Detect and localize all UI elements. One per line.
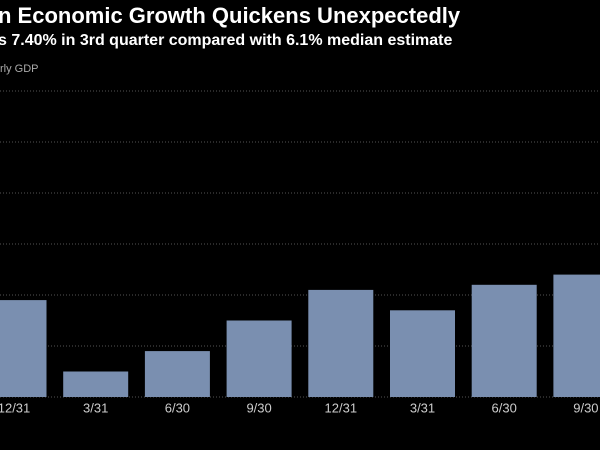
bar <box>0 300 47 397</box>
bar <box>226 320 292 397</box>
x-tick-label: 3/31 <box>410 400 435 415</box>
bar <box>553 274 600 397</box>
x-tick-label: 12/31 <box>0 400 30 415</box>
bar <box>390 310 455 397</box>
x-tick-label: 12/31 <box>325 400 358 415</box>
x-tick-label: 6/30 <box>492 400 517 415</box>
bar <box>471 284 537 397</box>
x-tick-label: 3/31 <box>83 400 108 415</box>
x-tick-label: 6/30 <box>165 400 190 415</box>
axis-note: rly GDP <box>0 63 39 75</box>
x-tick-label: 9/30 <box>573 400 598 415</box>
x-tick-label: 9/30 <box>246 400 271 415</box>
chart-subtitle: s 7.40% in 3rd quarter compared with 6.1… <box>0 32 452 49</box>
bar <box>63 371 129 397</box>
bar <box>144 351 210 397</box>
bar <box>308 289 374 397</box>
chart-title: n Economic Growth Quickens Unexpectedly <box>0 3 461 28</box>
